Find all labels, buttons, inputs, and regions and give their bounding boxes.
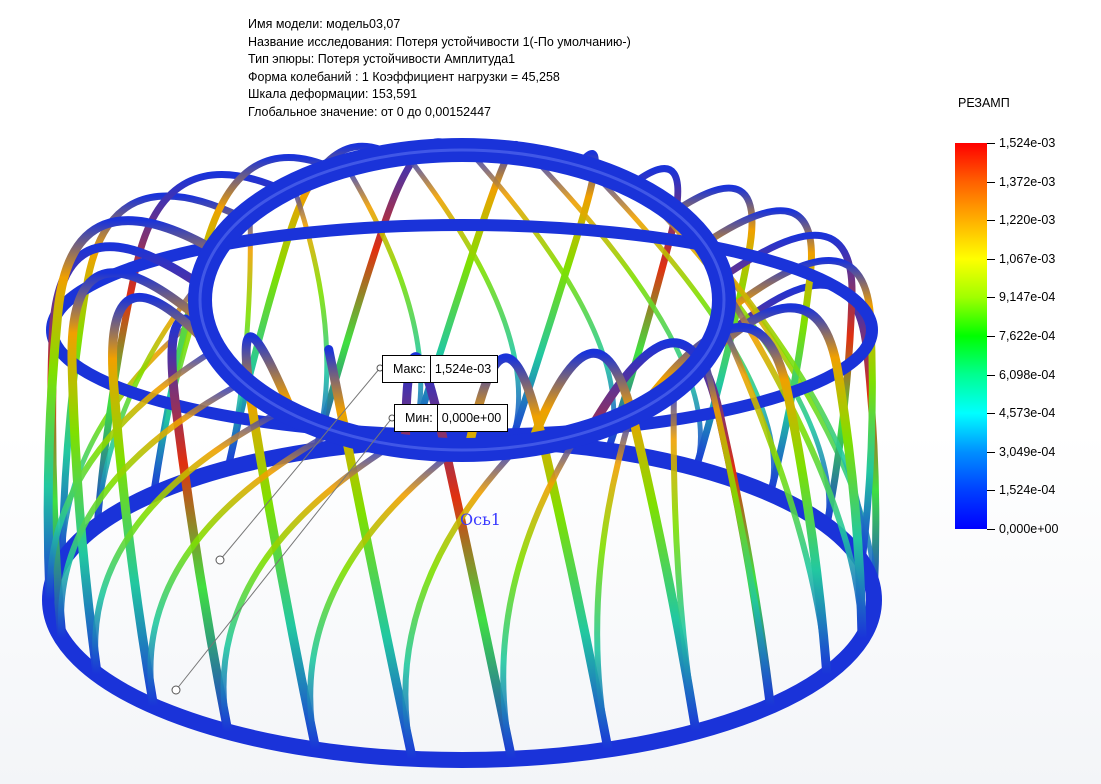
legend-tick-label: 9,147e-04	[999, 290, 1056, 305]
frame-rib	[220, 441, 397, 735]
legend-tick-label: 7,622e-04	[999, 329, 1056, 343]
frame-rib	[67, 268, 208, 679]
frame-rib	[58, 379, 246, 642]
frame-rib	[43, 216, 220, 605]
frame-rib	[528, 152, 703, 471]
color-scale-bar	[955, 143, 987, 529]
legend-tick	[987, 374, 995, 376]
min-probe-marker[interactable]	[171, 685, 181, 695]
max-probe-label: Макс:	[383, 356, 431, 382]
global-value-text: Глобальное значение: от 0 до 0,00152447	[248, 104, 491, 119]
max-probe-marker[interactable]	[215, 555, 225, 565]
study-info-panel: Имя модели: модель03,07 Название исследо…	[248, 16, 631, 122]
legend-tick-label: 1,067e-03	[999, 251, 1056, 266]
frame-rib	[500, 431, 582, 762]
legend-tick	[987, 220, 995, 222]
frame-rib	[701, 353, 774, 710]
legend-tick	[987, 336, 995, 337]
buckling-model-view[interactable]	[0, 0, 940, 784]
frame-rib	[307, 446, 459, 753]
legend-tick-label: 0,000e+00	[999, 522, 1059, 536]
mode-shape-text: Форма колебаний : 1 Коэффициент нагрузки…	[248, 69, 560, 84]
max-probe-box[interactable]: Макс: 1,524e-03	[382, 355, 499, 383]
frame-rib	[46, 346, 218, 603]
min-probe-box[interactable]: Мин: 0,000e+00	[394, 404, 509, 432]
frame-rib	[147, 428, 338, 710]
legend-tick	[987, 451, 995, 453]
legend-tick-label: 1,524e-03	[999, 136, 1056, 150]
model-name-text: Имя модели: модель03,07	[248, 17, 401, 31]
legend-tick-label: 1,372e-03	[999, 174, 1056, 189]
max-probe-value: 1,524e-03	[434, 362, 492, 376]
axis-label[interactable]: Ось1	[460, 510, 501, 529]
legend-tick	[987, 413, 995, 415]
frame-rib	[402, 443, 522, 762]
legend-tick	[987, 529, 995, 530]
frame-rib	[92, 406, 287, 678]
legend-tick-label: 4,573e-04	[999, 406, 1056, 421]
legend-tick-label: 3,049e-04	[999, 444, 1056, 459]
frame-rib	[108, 292, 224, 711]
legend-title: РЕЗАМП	[958, 96, 1010, 110]
frame-rib	[594, 411, 634, 753]
inner-ring-highlight	[198, 148, 726, 452]
plot-type-text: Тип эпюры: Потеря устойчивости Амплитуда…	[248, 52, 516, 67]
frame-rib	[718, 318, 830, 678]
study-name-text: Название исследования: Потеря устойчивос…	[248, 34, 631, 49]
legend-tick	[987, 181, 995, 183]
deformation-scale-text: Шкала деформации: 153,591	[248, 87, 418, 102]
min-probe-leader	[175, 417, 393, 691]
frame-rib	[241, 332, 321, 755]
min-probe-label: Мин:	[395, 405, 438, 431]
legend-tick	[987, 143, 995, 144]
legend-tick-label: 6,098e-04	[999, 367, 1056, 382]
frame-rib	[719, 282, 866, 642]
legend-tick-label: 1,220e-03	[999, 213, 1056, 228]
frame-rib	[670, 385, 700, 735]
legend-tick	[987, 297, 995, 299]
min-probe-value: 0,000e+00	[441, 411, 502, 425]
legend-tick-label: 1,524e-04	[999, 483, 1056, 498]
frame-rib	[402, 151, 522, 444]
frame-rib	[676, 303, 867, 643]
legend-tick	[987, 490, 995, 492]
frame-rib	[508, 150, 599, 445]
inner-ribs	[43, 216, 867, 764]
max-probe-leader	[219, 367, 381, 561]
legend-tick	[987, 258, 995, 260]
